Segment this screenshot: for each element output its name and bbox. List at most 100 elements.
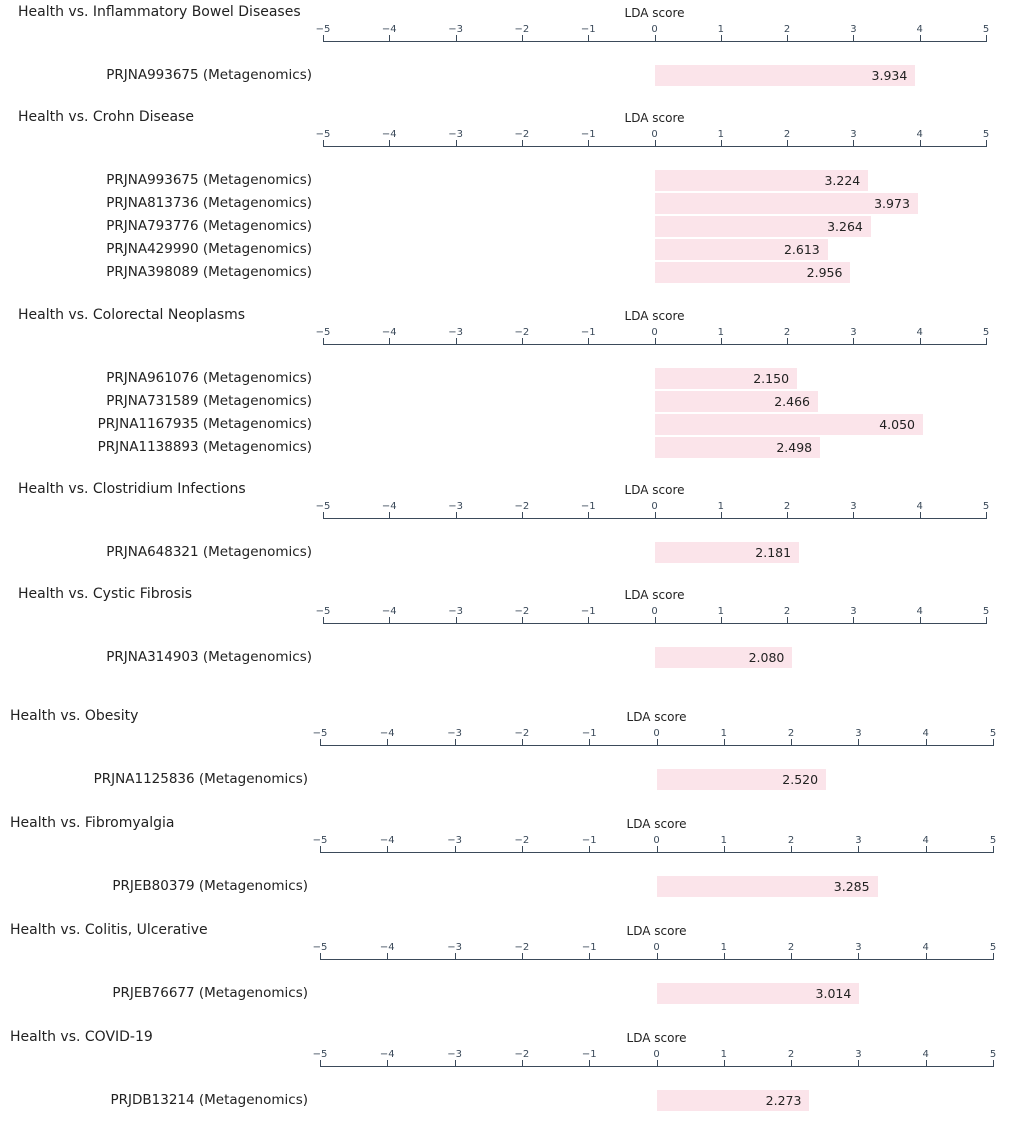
- x-tick: [721, 512, 722, 518]
- x-tick: [389, 35, 390, 41]
- x-tick-label: 4: [916, 129, 923, 140]
- x-tick-label: −4: [379, 1049, 395, 1060]
- x-tick: [724, 953, 725, 959]
- x-tick-label: 2: [787, 835, 795, 846]
- x-tick-label: 1: [720, 728, 727, 739]
- x-tick: [522, 1060, 523, 1066]
- x-tick: [986, 338, 987, 344]
- x-tick-label: −2: [514, 24, 530, 35]
- chart-title: Health vs. Clostridium Infections: [18, 481, 246, 497]
- x-tick-label: 5: [982, 606, 990, 617]
- x-tick: [455, 739, 456, 745]
- row-label: PRJNA993675 (Metagenomics): [106, 172, 312, 188]
- lda-bar: [654, 65, 916, 86]
- x-tick-label: −1: [581, 942, 597, 953]
- x-tick: [323, 140, 324, 146]
- x-tick: [323, 35, 324, 41]
- x-tick-label: 1: [717, 327, 724, 338]
- x-tick: [986, 617, 987, 623]
- x-tick: [456, 35, 457, 41]
- axis-label: LDA score: [624, 6, 685, 20]
- x-tick: [323, 617, 324, 623]
- x-tick: [791, 1060, 792, 1066]
- x-tick: [926, 953, 927, 959]
- chart-title: Health vs. Obesity: [10, 708, 139, 724]
- x-tick: [721, 140, 722, 146]
- lda-bar: [656, 983, 860, 1004]
- x-tick-label: 3: [855, 1049, 862, 1060]
- x-tick-label: −3: [447, 835, 462, 846]
- lda-bar: [654, 368, 798, 389]
- row-label: PRJNA731589 (Metagenomics): [106, 393, 312, 409]
- x-tick: [323, 512, 324, 518]
- x-tick: [522, 739, 523, 745]
- bar-value-label: 2.080: [748, 650, 785, 665]
- x-tick-label: 5: [982, 129, 990, 140]
- chart-title: Health vs. Crohn Disease: [18, 109, 194, 125]
- x-tick-label: 2: [783, 129, 791, 140]
- bar-value-label: 3.264: [827, 219, 863, 234]
- bar-value-label: 2.273: [765, 1093, 802, 1108]
- x-tick-label: −4: [379, 942, 395, 953]
- x-tick-label: 3: [855, 942, 862, 953]
- x-tick-label: 2: [783, 606, 791, 617]
- x-tick: [522, 953, 523, 959]
- x-tick-label: 1: [720, 1049, 727, 1060]
- x-tick-label: −2: [514, 1049, 530, 1060]
- chart-title: Health vs. Colorectal Neoplasms: [18, 307, 246, 323]
- x-tick: [522, 617, 523, 623]
- x-tick-label: −4: [381, 606, 397, 617]
- x-tick-label: 3: [850, 24, 857, 35]
- lda-bar: [654, 647, 793, 668]
- x-tick-label: −3: [448, 606, 463, 617]
- row-label: PRJNA961076 (Metagenomics): [106, 370, 312, 386]
- x-tick-label: 5: [989, 942, 997, 953]
- x-tick-label: −3: [448, 24, 463, 35]
- x-tick: [926, 1060, 927, 1066]
- x-tick: [853, 512, 854, 518]
- x-tick: [589, 953, 590, 959]
- x-tick: [588, 512, 589, 518]
- bar-value-label: 2.181: [755, 545, 792, 560]
- x-tick: [993, 1060, 994, 1066]
- lda-bar: [654, 193, 918, 214]
- chart-panel: Health vs. Clostridium Infections LDA sco…: [0, 481, 1028, 588]
- x-tick: [724, 1060, 725, 1066]
- x-tick-label: −5: [315, 606, 331, 617]
- axis-label: LDA score: [624, 111, 685, 125]
- x-tick-label: 5: [989, 1049, 997, 1060]
- x-axis-line: [320, 745, 994, 746]
- x-tick: [655, 140, 656, 146]
- x-tick: [522, 338, 523, 344]
- x-tick-label: −5: [312, 728, 328, 739]
- x-axis-line: [320, 1066, 994, 1067]
- x-tick-label: −4: [379, 728, 395, 739]
- row-label: PRJEB76677 (Metagenomics): [112, 985, 308, 1001]
- bar-value-label: 3.014: [815, 986, 852, 1001]
- row-label: PRJNA993675 (Metagenomics): [106, 67, 312, 83]
- x-tick-label: 0: [651, 24, 658, 35]
- x-tick-label: −1: [581, 835, 597, 846]
- x-tick: [589, 739, 590, 745]
- x-tick-label: −2: [514, 327, 530, 338]
- axis-label: LDA score: [626, 924, 687, 938]
- x-tick-label: −5: [312, 835, 328, 846]
- x-tick-label: −2: [514, 129, 530, 140]
- x-tick: [724, 846, 725, 852]
- x-tick: [787, 617, 788, 623]
- x-tick: [858, 953, 859, 959]
- x-axis-line: [323, 344, 987, 345]
- x-tick: [721, 338, 722, 344]
- chart-title: Health vs. Colitis, Ulcerative: [10, 922, 208, 938]
- x-tick: [787, 140, 788, 146]
- x-axis-line: [323, 41, 987, 42]
- x-tick: [389, 338, 390, 344]
- x-tick: [926, 846, 927, 852]
- x-tick-label: −5: [315, 327, 331, 338]
- x-tick-label: 0: [653, 1049, 660, 1060]
- x-tick-label: −2: [514, 835, 530, 846]
- x-tick: [522, 512, 523, 518]
- x-tick: [787, 35, 788, 41]
- bar-value-label: 2.498: [776, 440, 813, 455]
